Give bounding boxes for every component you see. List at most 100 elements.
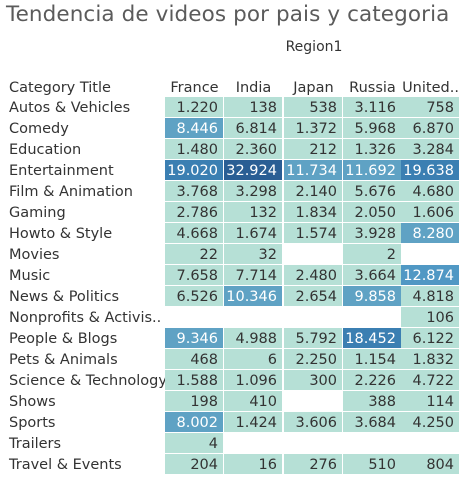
cell-value: 9.858: [354, 289, 396, 305]
heatmap-cell: [224, 181, 282, 201]
heatmap-cell: [343, 370, 401, 390]
heatmap-cell: [284, 370, 342, 390]
cell-value: 3.606: [295, 415, 337, 431]
cell-value: 1.606: [412, 205, 454, 221]
heatmap-cell: [224, 391, 282, 411]
cell-value: 6.870: [412, 121, 454, 137]
heatmap-cell: [401, 223, 459, 243]
row-label: Trailers: [8, 436, 61, 452]
heatmap-cell: [224, 265, 282, 285]
cell-value: 1.424: [235, 415, 277, 431]
heatmap-cell: [343, 118, 401, 138]
heatmap-cell: [165, 286, 223, 306]
heatmap-cell: [284, 181, 342, 201]
row-label: Education: [9, 142, 81, 158]
heatmap-cell: [165, 223, 223, 243]
row-label: Sports: [9, 415, 55, 431]
heatmap-cell: [401, 118, 459, 138]
column-header-1: India: [236, 80, 272, 96]
heatmap-cell: [343, 391, 401, 411]
heatmap-cell: [165, 244, 223, 264]
heatmap-cell: [343, 139, 401, 159]
heatmap-cell: [224, 139, 282, 159]
column-header-0: France: [170, 80, 218, 96]
heatmap-cell: [165, 202, 223, 222]
heatmap-cell: [284, 118, 342, 138]
cell-value: 106: [426, 310, 454, 326]
cell-value: 212: [309, 142, 337, 158]
heatmap-cell: [224, 286, 282, 306]
heatmap-cell: [165, 139, 223, 159]
cell-value: 388: [368, 394, 396, 410]
cell-value: 198: [190, 394, 218, 410]
heatmap-cell: [401, 328, 459, 348]
row-label: Howto & Style: [9, 226, 112, 242]
cell-value: 276: [309, 457, 337, 473]
heatmap-cell: [165, 412, 223, 432]
heatmap-cell: [343, 160, 401, 180]
cell-value: 12.874: [403, 268, 454, 284]
cell-value: 2.226: [354, 373, 396, 389]
cell-value: 16: [259, 457, 277, 473]
heatmap-cell: [401, 286, 459, 306]
row-label: Science & Technology: [9, 373, 167, 389]
column-header-2: Japan: [292, 80, 333, 96]
row-label: Film & Animation: [9, 184, 133, 200]
cell-value: 11.692: [345, 163, 396, 179]
cell-value: 6.122: [412, 331, 454, 347]
cell-value: 10.346: [226, 289, 277, 305]
row-label: Pets & Animals: [9, 352, 118, 368]
cell-value: 510: [368, 457, 396, 473]
heatmap-cell: [224, 328, 282, 348]
row-label: Shows: [9, 394, 56, 410]
heatmap-cell: [343, 181, 401, 201]
column-header-4: United..: [402, 80, 459, 96]
heatmap-cell: [401, 391, 459, 411]
cell-value: 1.674: [235, 226, 277, 242]
row-header-label: Category Title: [9, 80, 111, 96]
heatmap-cell: [401, 307, 459, 327]
heatmap-cell: [284, 223, 342, 243]
heatmap-cell: [165, 160, 223, 180]
cell-value: 8.446: [176, 121, 218, 137]
row-label: People & Blogs: [9, 331, 117, 347]
heatmap-cell: [165, 97, 223, 117]
heatmap-cell: [284, 265, 342, 285]
cell-value: 1.834: [295, 205, 337, 221]
cell-value: 1.154: [354, 352, 396, 368]
heatmap-cell: [224, 97, 282, 117]
row-label: News & Politics: [9, 289, 119, 305]
heatmap-cell: [343, 454, 401, 474]
cell-value: 300: [309, 373, 337, 389]
heatmap-cell: [343, 412, 401, 432]
cell-value: 6.814: [235, 121, 277, 137]
cell-value: 2.654: [295, 289, 337, 305]
column-group-label: Region1: [285, 39, 343, 55]
row-label: Music: [9, 268, 50, 284]
heatmap-cell: [165, 118, 223, 138]
heatmap-cell: [165, 433, 223, 453]
cell-value: 8.280: [412, 226, 454, 242]
cell-value: 5.792: [295, 331, 337, 347]
cell-value: 3.284: [412, 142, 454, 158]
heatmap-cell: [401, 139, 459, 159]
row-label: Nonprofits & Activis..: [9, 310, 161, 326]
cell-value: 2.360: [235, 142, 277, 158]
cell-value: 2.140: [295, 184, 337, 200]
cell-value: 1.480: [176, 142, 218, 158]
heatmap-cell: [343, 286, 401, 306]
heatmap-cell: [284, 286, 342, 306]
column-header-3: Russia: [349, 80, 396, 96]
heatmap-cell: [401, 160, 459, 180]
heatmap-cell: [224, 223, 282, 243]
heatmap-cell: [224, 412, 282, 432]
cell-value: 468: [190, 352, 218, 368]
cell-value: 1.326: [354, 142, 396, 158]
heatmap-cell: [401, 370, 459, 390]
cell-value: 7.714: [235, 268, 277, 284]
cell-value: 4: [209, 436, 218, 452]
cell-value: 114: [426, 394, 454, 410]
cell-value: 1.372: [295, 121, 337, 137]
cell-value: 4.250: [412, 415, 454, 431]
